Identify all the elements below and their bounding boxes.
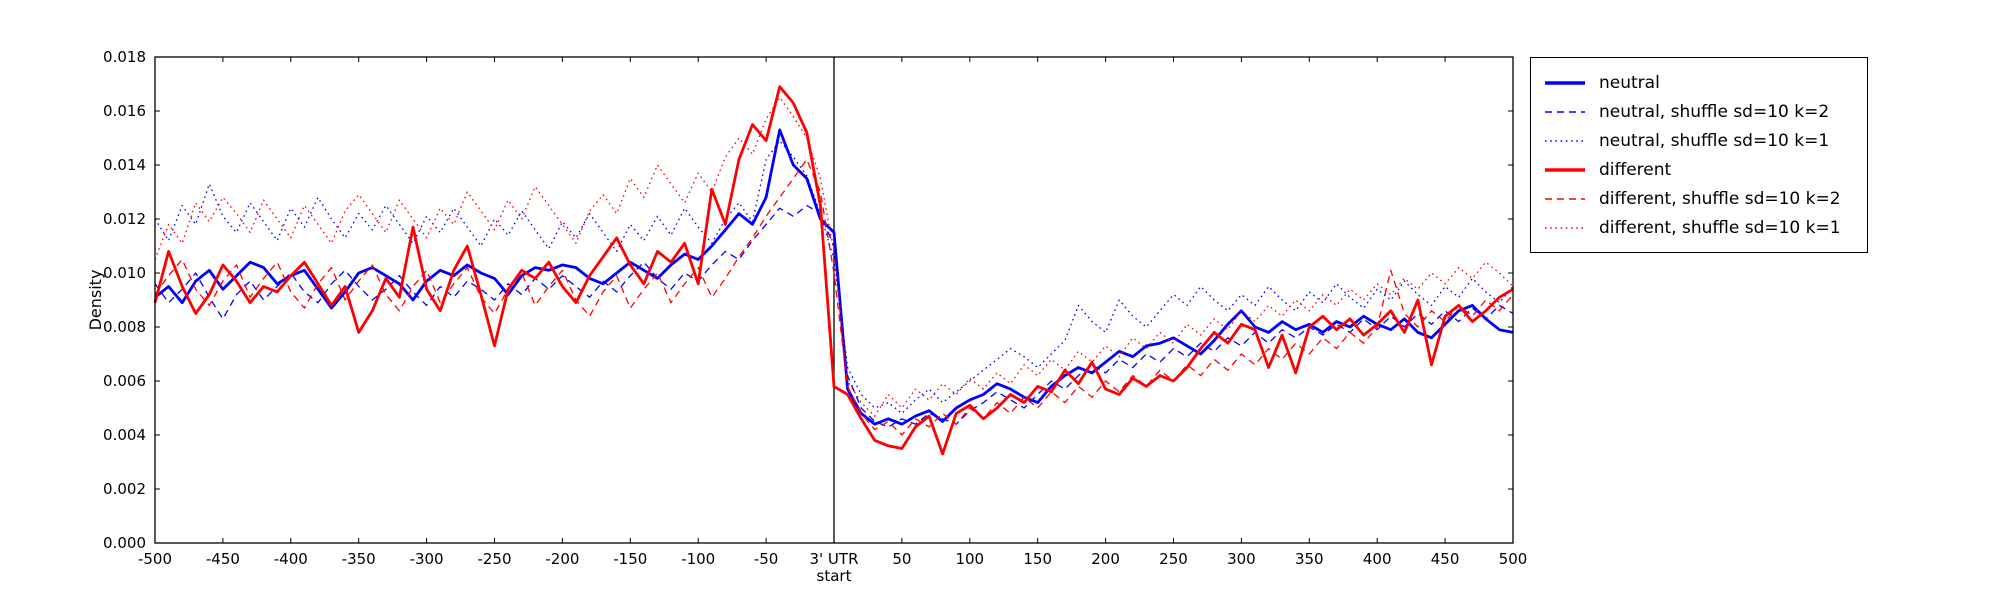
series-line-3 <box>153 85 1514 456</box>
x-axis: -500 -450 -400 -350 -300 -250 -200 -150 -100 -50 3… <box>138 57 1527 585</box>
legend-item: neutral, shuffle sd=10 k=1 <box>1543 126 1855 155</box>
x-tick-label: -350 <box>342 550 376 568</box>
x-tick-label: 150 <box>1023 550 1052 568</box>
x-tick-label: -50 <box>754 550 779 568</box>
x-tick-label: 350 <box>1295 550 1324 568</box>
x-tick-label: 200 <box>1091 550 1120 568</box>
legend-line-sample <box>1545 80 1585 85</box>
legend-line-sample <box>1545 226 1585 229</box>
legend-line-sample <box>1545 139 1585 142</box>
legend-item: neutral, shuffle sd=10 k=2 <box>1543 97 1855 126</box>
series-line-5 <box>154 96 1514 417</box>
x-tick-label: 50 <box>892 550 911 568</box>
legend-line-sample <box>1545 110 1585 113</box>
legend-item: different <box>1543 155 1855 184</box>
x-tick-label: -200 <box>545 550 579 568</box>
legend-line-sample <box>1545 167 1585 172</box>
y-tick-label: 0.014 <box>103 156 146 174</box>
y-tick-label: 0.016 <box>103 102 146 120</box>
x-tick-label: -100 <box>681 550 715 568</box>
y-tick-label: 0.008 <box>103 318 146 336</box>
x-tick-label: 300 <box>1227 550 1256 568</box>
x-tick-label: -500 <box>138 550 172 568</box>
legend-item: different, shuffle sd=10 k=1 <box>1543 213 1855 242</box>
legend-item: different, shuffle sd=10 k=2 <box>1543 184 1855 213</box>
legend-label: neutral, shuffle sd=10 k=1 <box>1599 130 1830 151</box>
legend-label: different, shuffle sd=10 k=2 <box>1599 188 1841 209</box>
x-tick-label-line2: start <box>817 567 852 585</box>
x-tick-label: -450 <box>206 550 240 568</box>
y-tick-label: 0.018 <box>103 48 146 66</box>
y-tick-label: 0.002 <box>103 480 146 498</box>
legend-item: neutral <box>1543 68 1855 97</box>
legend-label: different, shuffle sd=10 k=1 <box>1599 217 1841 238</box>
y-tick-label: 0.012 <box>103 210 146 228</box>
y-axis-label-text: Density <box>86 269 105 331</box>
y-tick-label: 0.000 <box>103 534 146 552</box>
y-tick-label: 0.006 <box>103 372 146 390</box>
y-axis: 0.000 0.002 0.004 0.006 0.008 0.010 0.012 0.014… <box>103 48 1513 552</box>
legend: neutral neutral, shuffle sd=10 k=2 neutral… <box>1530 57 1868 253</box>
x-tick-label: -250 <box>477 550 511 568</box>
series-line-4 <box>154 158 1514 436</box>
x-tick-label: 450 <box>1431 550 1460 568</box>
legend-label: different <box>1599 159 1672 180</box>
x-tick-label: 500 <box>1499 550 1528 568</box>
series-line-2 <box>154 140 1514 415</box>
x-tick-label: 250 <box>1159 550 1188 568</box>
x-tick-label: -300 <box>410 550 444 568</box>
axes-frame <box>154 56 1514 544</box>
legend-label: neutral, shuffle sd=10 k=2 <box>1599 101 1830 122</box>
x-tick-label: 400 <box>1363 550 1392 568</box>
y-tick-label: 0.010 <box>103 264 146 282</box>
series-line-0 <box>154 128 1514 426</box>
x-tick-label: -150 <box>613 550 647 568</box>
x-tick-label: -400 <box>274 550 308 568</box>
legend-label: neutral <box>1599 72 1660 93</box>
x-tick-label: 3' UTR <box>810 550 859 568</box>
legend-line-sample <box>1545 197 1585 200</box>
y-tick-label: 0.004 <box>103 426 146 444</box>
x-tick-label: 100 <box>955 550 984 568</box>
